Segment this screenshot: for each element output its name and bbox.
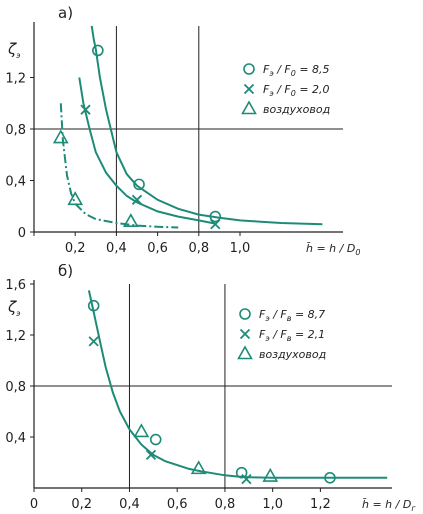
- legend-suffix: = 8,5: [296, 63, 330, 76]
- x-tick-label: 0,8: [215, 497, 236, 512]
- x-axis-label: h̄ = h / Dг: [362, 498, 416, 513]
- data-point-circle: [133, 178, 145, 191]
- legend-label: воздуховод: [259, 348, 326, 361]
- legend-suffix: = 8,7: [291, 308, 325, 321]
- legend-sub: э: [269, 89, 273, 98]
- legend-label: Fэ / Fв = 2,1: [259, 328, 325, 343]
- legend-suffix: = 2,1: [291, 328, 325, 341]
- data-point-circle: [209, 210, 222, 223]
- legend-marker-circle: [243, 63, 255, 75]
- legend-marker-triangle: [237, 345, 253, 360]
- x-tick-label: 1,0: [230, 241, 251, 256]
- y-tick-label: 0: [18, 226, 26, 241]
- data-point-cross: [131, 194, 143, 205]
- y-tick-label: 0,8: [5, 380, 26, 395]
- data-point-circle: [324, 471, 336, 484]
- x-tick-label: 1,0: [262, 497, 283, 512]
- data-point-cross: [145, 449, 157, 460]
- legend-marker-circle: [239, 308, 251, 320]
- legend-mid: / F: [270, 308, 288, 321]
- legend-sub: э: [265, 334, 269, 343]
- x-tick-label: 0,6: [167, 497, 188, 512]
- panel-label: б): [58, 262, 73, 280]
- legend-suffix: = 2,0: [296, 83, 330, 96]
- legend-sub: 0: [291, 89, 296, 98]
- x-tick-label: 0,8: [188, 241, 209, 256]
- legend-label: Fэ / F0 = 8,5: [263, 63, 330, 78]
- data-point-circle: [87, 299, 100, 312]
- y-tick-label: 1,6: [5, 278, 26, 293]
- x-tick-label: 0,2: [65, 241, 86, 256]
- series-line: [90, 25, 323, 226]
- x-tick-label: 0,4: [106, 241, 127, 256]
- data-point-cross: [241, 473, 252, 485]
- y-axis-label: ζэ: [7, 40, 21, 60]
- legend-mid: / F: [274, 63, 292, 76]
- series-line: [59, 103, 179, 229]
- legend-sub: в: [287, 314, 292, 323]
- x-tick-label: 1,2: [310, 497, 331, 512]
- y-axis-label-sub: э: [16, 309, 20, 318]
- data-point-triangle: [122, 213, 139, 227]
- x-tick-label: 0,4: [119, 497, 140, 512]
- y-axis-label: ζэ: [7, 298, 21, 318]
- data-point-cross: [88, 336, 99, 347]
- legend-mid: / F: [270, 328, 288, 341]
- x-tick-label: 0,2: [71, 497, 92, 512]
- series-line: [87, 290, 388, 479]
- data-point-circle: [235, 466, 248, 479]
- data-point-triangle: [52, 129, 69, 144]
- legend-sub: в: [287, 334, 292, 343]
- data-point-circle: [149, 433, 162, 446]
- data-point-cross: [210, 219, 221, 230]
- data-point-triangle: [262, 467, 279, 482]
- x-tick-label: 0: [30, 497, 38, 512]
- y-axis-label-sub: э: [16, 51, 20, 60]
- y-tick-label: 0,4: [5, 431, 26, 446]
- legend-sub: 0: [291, 69, 296, 78]
- data-point-cross: [80, 104, 91, 115]
- legend-label: Fэ / F0 = 2,0: [263, 83, 330, 98]
- legend-marker-cross: [239, 328, 251, 340]
- series-line: [78, 77, 216, 225]
- x-axis-label-sub: г: [411, 504, 416, 513]
- panel-label: а): [58, 4, 73, 22]
- chart-panel-1: 0,2 0,4 0,6 0,8 1,0 0 0,4 0,8 1,2 а) ζэ h̄ = h / D0…: [5, 4, 360, 257]
- data-point-triangle: [67, 191, 84, 206]
- legend-marker-cross: [243, 83, 255, 95]
- legend-mid: / F: [274, 83, 292, 96]
- x-tick-label: 0,6: [147, 241, 168, 256]
- data-point-triangle: [190, 460, 207, 475]
- chart-panel-2: 0 0,2 0,4 0,6 0,8 1,0 1,2 0,4 0,8 1,2 1,6 б) ζэ h̄ = …: [5, 262, 416, 513]
- legend-marker-triangle: [241, 100, 257, 115]
- x-axis-label-sub: 0: [355, 248, 360, 257]
- legend-sub: э: [265, 314, 269, 323]
- y-tick-label: 1,2: [5, 329, 26, 344]
- data-point-triangle: [133, 423, 150, 438]
- y-tick-label: 0,8: [5, 123, 26, 138]
- data-point-circle: [92, 44, 104, 57]
- x-axis-label: h̄ = h / D0: [306, 242, 360, 257]
- legend-sub: э: [269, 69, 273, 78]
- legend-label: Fэ / Fв = 8,7: [259, 308, 325, 323]
- y-tick-label: 1,2: [5, 72, 26, 87]
- y-tick-label: 0,4: [5, 175, 26, 190]
- legend-label: воздуховод: [263, 103, 330, 116]
